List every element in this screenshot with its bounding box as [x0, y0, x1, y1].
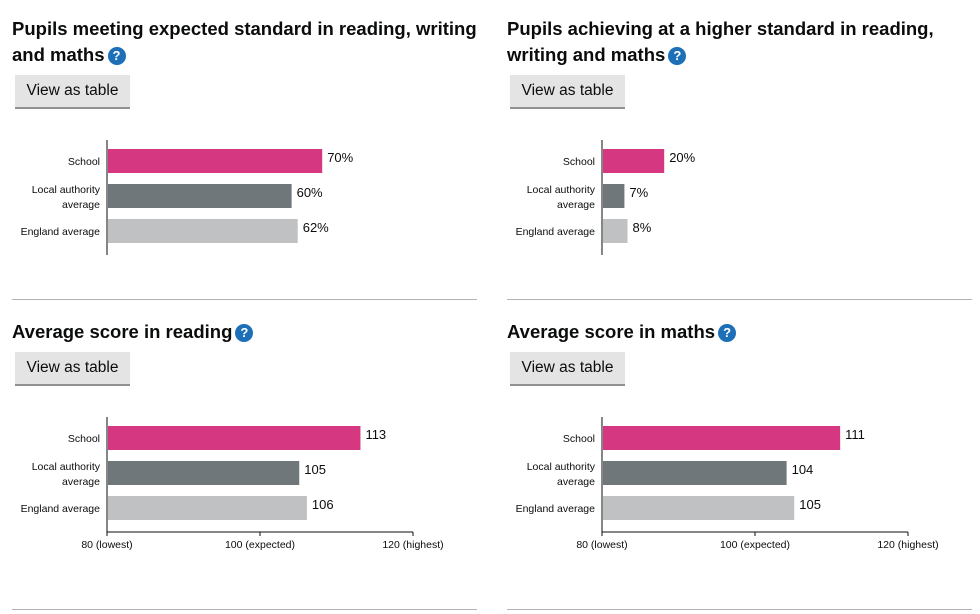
- bar-england-average: [108, 219, 298, 243]
- category-label-school: School: [563, 433, 595, 445]
- category-label-england-average: England average: [21, 503, 101, 515]
- bar-england-average: [108, 496, 307, 520]
- divider: [507, 299, 972, 300]
- bar-england-average: [603, 219, 628, 243]
- value-label-england-average: 105: [799, 497, 821, 512]
- value-label-local-authority-average: 104: [792, 462, 814, 477]
- category-label-england-average: England average: [21, 226, 101, 238]
- category-label-england-average: England average: [516, 503, 596, 515]
- category-label-school: School: [68, 156, 100, 168]
- view-as-table-button[interactable]: View as table: [15, 75, 130, 109]
- bar-local-authority-average: [603, 461, 787, 485]
- category-label-school: School: [563, 156, 595, 168]
- value-label-local-authority-average: 7%: [629, 185, 648, 200]
- panel-title: Pupils meeting expected standard in read…: [12, 18, 477, 65]
- value-label-school: 111: [845, 427, 865, 442]
- view-as-table-button[interactable]: View as table: [510, 352, 625, 386]
- bar-chart: School 20% Local authority average 7% England…: [516, 140, 696, 255]
- x-tick-label: 80 (lowest): [81, 539, 132, 551]
- category-label-local-authority-average: Local authority average: [32, 461, 101, 488]
- x-tick-label: 120 (highest): [382, 539, 443, 551]
- bar-local-authority-average: [108, 184, 292, 208]
- x-tick-label: 100 (expected): [720, 539, 790, 551]
- x-tick-label: 80 (lowest): [576, 539, 627, 551]
- question-circle-icon[interactable]: ?: [718, 324, 737, 342]
- category-label-local-authority-average: Local authority average: [32, 184, 101, 211]
- panel-title: Pupils achieving at a higher standard in…: [507, 18, 934, 65]
- bar-chart: School 113 Local authority average 105 Englan…: [21, 417, 444, 551]
- value-label-england-average: 62%: [303, 220, 329, 235]
- bar-chart: School 70% Local authority average 60% Englan…: [21, 140, 354, 255]
- question-circle-icon[interactable]: ?: [668, 47, 687, 65]
- bar-school: [603, 426, 841, 450]
- panel-title: Average score in reading?: [12, 319, 477, 345]
- value-label-school: 70%: [327, 150, 353, 165]
- bar-england-average: [603, 496, 795, 520]
- divider: [12, 299, 477, 300]
- question-circle-icon[interactable]: ?: [107, 47, 126, 65]
- value-label-school: 113: [365, 427, 386, 442]
- view-as-table-button[interactable]: View as table: [510, 75, 625, 109]
- view-as-table-button[interactable]: View as table: [15, 352, 130, 386]
- category-label-local-authority-average: Local authority average: [527, 184, 596, 211]
- value-label-local-authority-average: 60%: [297, 185, 323, 200]
- panel-title: Average score in maths?: [507, 319, 972, 345]
- category-label-england-average: England average: [516, 226, 596, 238]
- bar-local-authority-average: [603, 184, 625, 208]
- bar-chart: School 111 Local authority average 104 Englan…: [516, 417, 939, 551]
- value-label-local-authority-average: 105: [304, 462, 326, 477]
- bar-school: [108, 426, 361, 450]
- value-label-england-average: 106: [312, 497, 334, 512]
- bar-school: [108, 149, 323, 173]
- divider: [507, 609, 972, 610]
- x-tick-label: 120 (highest): [877, 539, 938, 551]
- bar-local-authority-average: [108, 461, 300, 485]
- divider: [12, 609, 477, 610]
- category-label-local-authority-average: Local authority average: [527, 461, 596, 488]
- x-tick-label: 100 (expected): [225, 539, 295, 551]
- category-label-school: School: [68, 433, 100, 445]
- bar-school: [603, 149, 665, 173]
- question-circle-icon[interactable]: ?: [235, 324, 254, 342]
- value-label-school: 20%: [669, 150, 695, 165]
- value-label-england-average: 8%: [632, 220, 651, 235]
